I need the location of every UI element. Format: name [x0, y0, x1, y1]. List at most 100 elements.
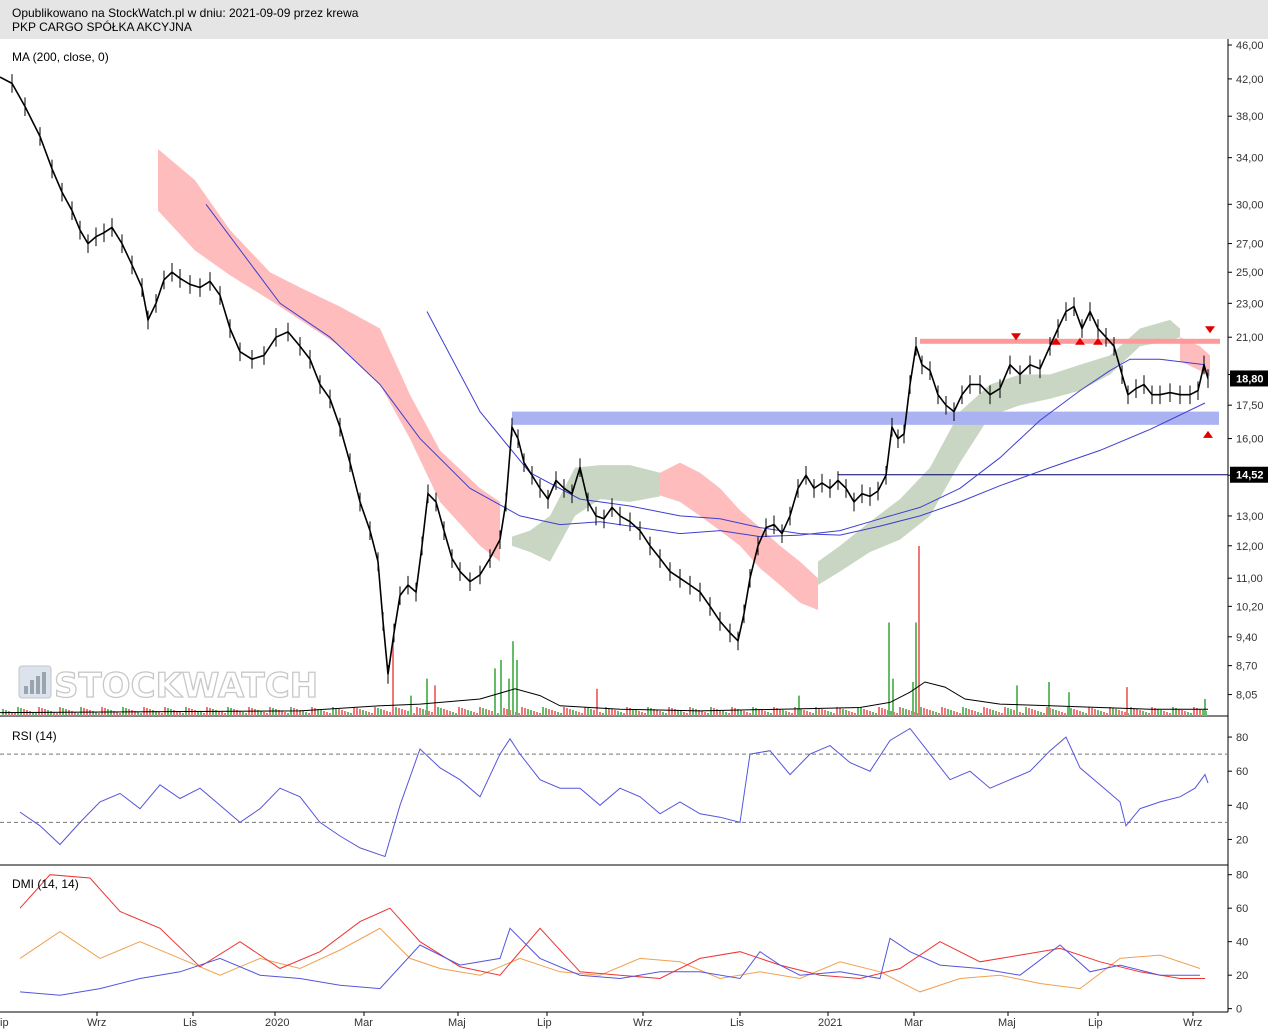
volume-bar — [512, 641, 514, 716]
volume-bar — [833, 713, 835, 716]
volume-bar — [95, 712, 97, 716]
bearish-cloud — [1180, 337, 1210, 377]
volume-bar — [965, 708, 967, 716]
volume-bar — [1010, 709, 1012, 716]
volume-bar — [527, 709, 529, 716]
volume-bar — [761, 710, 763, 716]
chart-header: Opublikowano na StockWatch.pl w dniu: 20… — [0, 0, 1268, 39]
volume-bar — [1016, 685, 1018, 716]
volume-bar — [323, 711, 325, 716]
di-minus-line — [19, 874, 1205, 980]
volume-bar — [437, 707, 439, 716]
volume-bar — [11, 712, 13, 716]
volume-bar — [584, 707, 586, 716]
volume-bar — [470, 711, 472, 716]
volume-bar — [932, 711, 934, 716]
volume-bar — [110, 710, 112, 716]
volume-bar — [1106, 713, 1108, 716]
x-axis-label: 2020 — [265, 1017, 289, 1029]
volume-bar — [722, 711, 724, 716]
volume-bar — [518, 713, 520, 716]
volume-bar — [821, 709, 823, 716]
volume-bar — [398, 708, 400, 716]
volume-bar — [569, 709, 571, 716]
volume-bar — [1202, 710, 1204, 716]
volume-bar — [902, 708, 904, 716]
volume-bar — [119, 713, 121, 716]
volume-bar — [915, 622, 917, 716]
rsi-axis-label: 60 — [1236, 766, 1248, 778]
volume-bar — [245, 713, 247, 716]
x-axis-label: Lis — [183, 1017, 198, 1029]
volume-bar — [140, 713, 142, 716]
volume-bar — [1061, 712, 1063, 716]
volume-bar — [347, 712, 349, 716]
price-line — [0, 76, 1209, 675]
volume-bar — [704, 712, 706, 716]
dmi-axis-label: 0 — [1236, 1004, 1242, 1016]
volume-bar — [128, 709, 130, 716]
volume-bar — [953, 711, 955, 716]
volume-bar — [1103, 712, 1105, 716]
volume-bar — [710, 707, 712, 716]
volume-bar — [494, 668, 496, 716]
volume-bar — [155, 711, 157, 716]
volume-bar — [251, 708, 253, 716]
volume-bar — [302, 711, 304, 716]
volume-bar — [191, 709, 193, 716]
volume-bar — [1133, 708, 1135, 716]
volume-bar — [827, 711, 829, 716]
x-axis-label: Lis — [730, 1017, 745, 1029]
volume-bar — [614, 710, 616, 716]
dmi-panel — [19, 874, 1205, 996]
volume-bar — [101, 707, 103, 716]
volume-bar — [1064, 713, 1066, 716]
volume-bar — [557, 712, 559, 716]
volume-bar — [554, 711, 556, 716]
x-axis-label: Wrz — [87, 1017, 106, 1029]
volume-bar — [278, 710, 280, 716]
dmi-axis-label: 40 — [1236, 937, 1248, 949]
volume-bar — [434, 685, 436, 716]
volume-bar — [755, 708, 757, 716]
volume-bar — [362, 710, 364, 716]
volume-bar — [1187, 712, 1189, 716]
volume-bar — [1085, 713, 1087, 716]
volume-bar — [161, 713, 163, 716]
volume-bar — [947, 709, 949, 716]
volume-bar — [716, 709, 718, 716]
volume-bar — [200, 712, 202, 716]
volume-bar — [1013, 710, 1015, 716]
volume-bar — [38, 707, 40, 716]
volume-bar — [1068, 692, 1070, 716]
volume-bar — [1126, 687, 1128, 716]
volume-bar — [194, 710, 196, 716]
volume-bar — [1121, 711, 1123, 716]
x-axis-label: Maj — [448, 1017, 466, 1029]
volume-bar — [335, 708, 337, 716]
volume-bar — [455, 713, 457, 716]
price-axis-label: 8,70 — [1236, 661, 1257, 673]
volume-bar — [488, 710, 490, 716]
last-price-badge: 18,80 — [1236, 373, 1264, 385]
volume-bar — [1142, 711, 1144, 716]
volume-bar — [464, 709, 466, 716]
volume-bar — [794, 707, 796, 716]
volume-bar — [338, 709, 340, 716]
volume-bar — [440, 708, 442, 716]
volume-bar — [728, 713, 730, 716]
volume-bar — [77, 713, 79, 716]
volume-bar — [1196, 708, 1198, 716]
volume-bar — [458, 707, 460, 716]
volume-bar — [896, 713, 898, 716]
volume-bar — [404, 710, 406, 716]
volume-bar — [446, 710, 448, 716]
volume-bar — [842, 709, 844, 716]
volume-bar — [1034, 710, 1036, 716]
volume-bar — [884, 709, 886, 716]
price-axis-label: 21,00 — [1236, 332, 1264, 344]
volume-bar — [575, 711, 577, 716]
volume-bar — [383, 710, 385, 716]
volume-bar — [491, 711, 493, 716]
volume-bar — [581, 713, 583, 716]
